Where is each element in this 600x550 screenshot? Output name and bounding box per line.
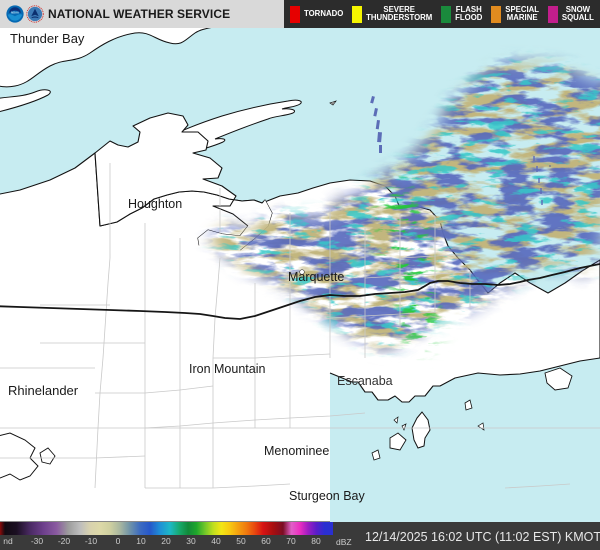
svg-text:Menominee: Menominee [264, 444, 329, 458]
svg-text:Escanaba: Escanaba [337, 374, 393, 388]
svg-text:Thunder Bay: Thunder Bay [10, 31, 85, 46]
svg-text:Sturgeon Bay: Sturgeon Bay [289, 489, 365, 503]
svg-text:Marquette: Marquette [288, 270, 344, 284]
svg-text:Houghton: Houghton [128, 197, 182, 211]
svg-text:Iron Mountain: Iron Mountain [189, 362, 265, 376]
svg-text:Rhinelander: Rhinelander [8, 383, 79, 398]
